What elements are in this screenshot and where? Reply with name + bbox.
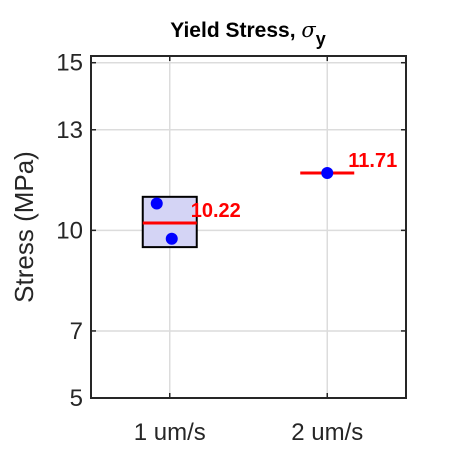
x-ticks: 1 um/s 2 um/s <box>134 56 363 446</box>
y-tick-label-2: 10 <box>56 217 83 244</box>
chart-title-main: Yield Stress, <box>170 19 301 42</box>
median-label-0: 10.22 <box>191 200 241 222</box>
y-tick-label-1: 7 <box>70 318 83 345</box>
data-point-0-0 <box>150 197 163 210</box>
y-tick-label-0: 5 <box>70 385 83 412</box>
grid-lines <box>91 56 406 399</box>
chart-title-symbol: σ <box>301 18 316 42</box>
plot-frame <box>90 55 407 399</box>
data-point-0-1 <box>165 232 178 245</box>
data-points <box>150 167 334 245</box>
y-tick-label-3: 13 <box>56 117 83 144</box>
chart-title: Yield Stress, σy <box>170 18 325 49</box>
value-labels: 10.22 11.71 <box>191 150 397 222</box>
y-axis-label: Stress (MPa) <box>9 151 39 303</box>
x-tick-label-0: 1 um/s <box>134 419 206 446</box>
x-tick-label-1: 2 um/s <box>291 419 363 446</box>
data-point-1-0 <box>321 167 334 180</box>
y-tick-label-4: 15 <box>56 50 83 77</box>
chart-title-subscript: y <box>316 29 326 49</box>
y-ticks: 5 7 10 13 15 <box>56 50 406 412</box>
median-label-1: 11.71 <box>348 150 397 172</box>
